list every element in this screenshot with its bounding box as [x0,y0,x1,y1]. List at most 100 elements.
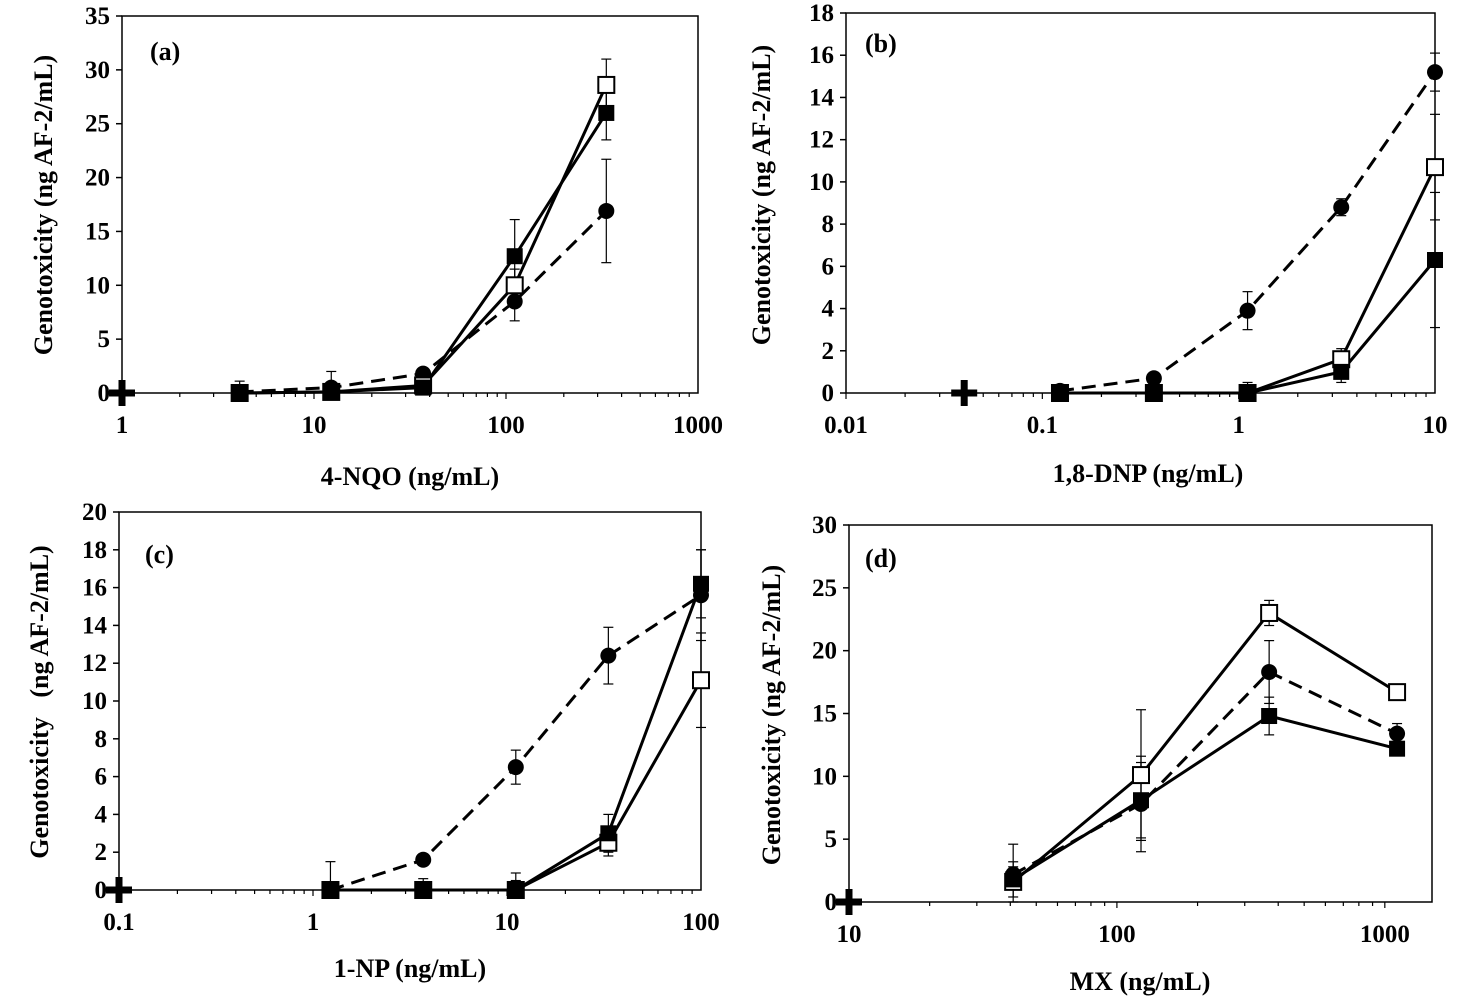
panel-c-y-tick-label: 20 [82,499,107,526]
panel-b-y-tick-label: 6 [822,253,835,280]
panel-d-marker-filled-square [1132,792,1149,809]
panel-b-x-tick-label: 10 [1423,412,1448,439]
panel-c-label: (c) [145,540,174,569]
panel-c-control-plus-marker [106,877,132,903]
panel-d-marker-filled-circle [1389,725,1406,742]
panel-a-y-tick-label: 0 [98,380,111,407]
panel-b-series-line-filled-circle-dashed [1059,71,1437,393]
panel-a: (a) 4-NQO (ng/mL) Genotoxicity (ng AF-2/… [29,3,723,491]
panel-d-y-tick-label: 20 [812,638,837,665]
panel-c-marker-filled-square [322,882,339,898]
panel-a-marker-filled-square [506,248,523,265]
panel-c-x-tick-label: 10 [495,909,520,936]
panel-b-marker-open-square [1426,158,1444,177]
panel-d: (d) MX (ng/mL) Genotoxicity (ng AF-2/mL)… [757,512,1433,996]
panel-a-series-line-filled-circle-dashed [239,209,608,394]
panel-a-control-plus-marker [109,380,135,406]
panel-c-x-tick-label: 100 [682,909,720,936]
panel-b-marker-filled-square [1239,385,1256,401]
panel-c-ylabel: Genotoxicity (ng AF-2/mL) [25,545,54,858]
panel-c-marker-open-square [692,671,710,690]
panel-a-marker-filled-circle [598,202,615,219]
panel-a-marker-open-square [597,75,616,94]
panel-a-marker-filled-square [598,104,615,121]
panel-b-marker-filled-square [1427,252,1443,268]
panel-a-marker-filled-square [231,385,248,401]
panel-b-x-tick-label: 0.01 [824,412,868,439]
panel-b-y-tick-label: 10 [809,169,834,196]
panel-c-xlabel: 1-NP (ng/mL) [334,954,486,983]
panel-b-marker-filled-circle [1239,302,1256,319]
panel-d-marker-open-square [1388,683,1407,702]
panel-a-y-tick-label: 30 [85,57,110,84]
panel-c-series-line-filled-circle-dashed [329,593,702,892]
panel-b-series-line-open-square [1060,166,1437,395]
panel-a-series-line-filled-square [239,112,608,395]
panel-a-y-tick-label: 10 [85,272,110,299]
panel-b-marker-filled-square [1145,385,1162,401]
panel-b-marker-filled-circle [1145,370,1162,387]
panel-a-y-tick-label: 25 [85,111,110,138]
panel-c-y-tick-label: 14 [82,612,108,639]
panel-c-y-tick-label: 16 [82,575,107,602]
panel-a-marker-open-square [505,276,524,295]
panel-a-y-tick-label: 15 [85,218,110,245]
panel-d-series-line-filled-square [1012,714,1398,881]
panel-a-xlabel: 4-NQO (ng/mL) [321,462,499,491]
panel-d-y-tick-label: 0 [825,889,838,916]
panel-a-marker-filled-square [415,379,432,396]
panel-d-label: (d) [865,544,897,573]
panel-c-series-line-open-square [330,679,703,892]
panel-d-ylabel: Genotoxicity (ng AF-2/mL) [757,565,786,865]
panel-a-marker-filled-square [323,383,340,400]
panel-b-marker-filled-square [1333,363,1350,380]
panel-b-y-tick-label: 14 [809,84,835,111]
panel-c-marker-filled-square [507,882,524,898]
panel-b-marker-filled-square [1051,385,1068,401]
panel-c: (c) 1-NP (ng/mL) Genotoxicity (ng AF-2/m… [25,499,720,983]
panel-d-control-plus-marker [836,889,862,915]
panel-b-marker-filled-circle [1333,199,1350,216]
panel-c-y-tick-label: 18 [82,537,107,564]
panel-d-marker-open-square [1260,603,1279,622]
panel-d-y-tick-label: 10 [812,763,837,790]
panel-d-x-tick-label: 1000 [1360,921,1410,948]
panel-b-y-tick-label: 12 [809,127,834,154]
panel-c-marker-filled-square [415,882,432,898]
panel-d-marker-filled-square [1389,740,1406,757]
panel-d-marker-filled-square [1261,708,1278,725]
panel-a-x-tick-label: 1 [116,412,129,439]
panel-b-xlabel: 1,8-DNP (ng/mL) [1053,459,1244,488]
panel-d-xlabel: MX (ng/mL) [1070,967,1211,996]
panel-c-x-tick-label: 0.1 [103,909,134,936]
panel-b-y-tick-label: 8 [822,211,835,238]
panel-c-y-tick-label: 12 [82,650,107,677]
panel-c-y-tick-label: 0 [95,877,108,904]
panel-a-x-tick-label: 10 [302,412,327,439]
panel-a-plot-frame [121,15,699,394]
panel-b-y-tick-label: 2 [822,338,835,365]
panel-c-x-tick-label: 1 [307,909,320,936]
panel-c-y-tick-label: 6 [95,764,108,791]
panel-a-series-line-open-square [239,84,608,395]
panel-b-y-tick-label: 0 [822,380,835,407]
panel-d-marker-filled-circle [1261,664,1278,681]
panel-a-y-tick-label: 35 [85,3,110,30]
panel-a-ylabel: Genotoxicity (ng AF-2/mL) [29,55,58,355]
panel-b-y-tick-label: 18 [809,0,834,27]
panel-a-label: (a) [150,37,180,66]
panel-d-y-tick-label: 30 [812,512,837,539]
panel-d-series-line-open-square [1012,611,1398,884]
panel-b-y-tick-label: 4 [822,296,835,323]
panel-a-x-tick-label: 1000 [673,412,723,439]
panel-d-marker-filled-square [1005,871,1022,888]
panel-c-y-tick-label: 4 [95,801,108,828]
panel-d-x-tick-label: 100 [1098,921,1136,948]
panel-b-marker-filled-circle [1427,64,1443,81]
panel-c-marker-filled-circle [600,647,617,664]
panel-a-marker-filled-circle [506,293,523,310]
panel-d-x-tick-label: 10 [837,921,862,948]
panel-c-marker-filled-circle [415,851,432,868]
panel-b-label: (b) [865,29,897,58]
panel-b-ylabel: Genotoxicity (ng AF-2/mL) [747,45,776,345]
